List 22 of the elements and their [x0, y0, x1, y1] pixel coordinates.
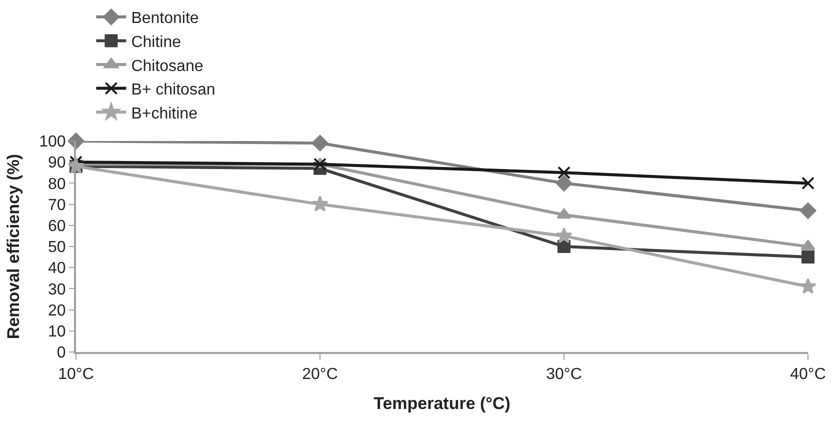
legend-label: Bentonite	[131, 10, 199, 28]
y-tick-label: 70	[48, 196, 66, 214]
x-tick-label: 10°C	[58, 366, 94, 384]
y-axis-title: Removal efficiency (%)	[4, 154, 24, 340]
x-axis-title: Temperature (°C)	[374, 394, 510, 414]
legend-label: B+chitine	[131, 105, 198, 122]
y-tick-label: 40	[48, 260, 66, 278]
legend-label: Chitine	[131, 34, 182, 51]
legend-label: B+ chitosan	[131, 82, 216, 99]
x-tick-label: 40°C	[790, 366, 826, 384]
legend-label: Chitosane	[131, 58, 204, 75]
y-tick-label: 100	[39, 134, 66, 151]
y-tick-label: 80	[48, 176, 66, 193]
y-tick-label: 50	[48, 239, 66, 256]
y-tick-label: 0	[56, 344, 66, 362]
x-tick-label: 20°C	[302, 366, 338, 384]
y-tick-label: 30	[48, 281, 66, 298]
y-tick-label: 10	[48, 324, 66, 340]
x-tick-label: 30°C	[546, 366, 582, 384]
y-tick-label: 20	[48, 302, 66, 320]
y-tick-label: 60	[48, 218, 66, 235]
y-tick-label: 90	[48, 154, 66, 172]
